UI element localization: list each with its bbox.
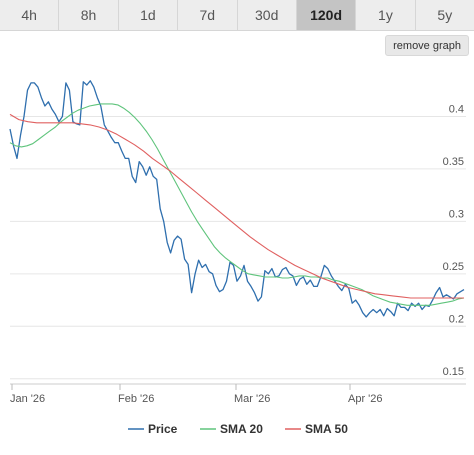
series-line-price — [9, 80, 465, 318]
remove-graph-button[interactable]: remove graph — [385, 35, 469, 56]
y-tick-label: 0.3 — [449, 208, 464, 220]
x-tick-label: Mar '26 — [234, 393, 270, 405]
y-tick-label: 0.4 — [449, 103, 464, 115]
tab-5y[interactable]: 5y — [437, 7, 453, 23]
x-tick-label: Apr '26 — [348, 393, 383, 405]
y-tick-label: 0.2 — [449, 313, 464, 325]
tab-120d[interactable]: 120d — [296, 0, 357, 30]
legend-label[interactable]: Price — [148, 422, 178, 436]
legend-label[interactable]: SMA 20 — [220, 422, 263, 436]
x-tick-label: Jan '26 — [10, 393, 45, 405]
tab-8h[interactable]: 8h — [59, 0, 119, 30]
y-tick-label: 0.25 — [443, 261, 464, 273]
tab-4h[interactable]: 4h — [0, 0, 60, 30]
series-line-sma-50 — [9, 113, 464, 299]
legend-label[interactable]: SMA 50 — [305, 422, 348, 436]
timeframe-tabs: 4h 8h 1d 7d 30d 120d 1y 5y — [0, 0, 474, 31]
tab-1y[interactable]: 1y — [356, 0, 416, 30]
tab-7d[interactable]: 7d — [178, 0, 238, 30]
tab-30d[interactable]: 30d — [238, 0, 297, 30]
y-tick-label: 0.35 — [443, 156, 464, 168]
x-tick-label: Feb '26 — [118, 393, 154, 405]
tab-1d[interactable]: 1d — [119, 0, 179, 30]
y-tick-label: 0.15 — [443, 366, 464, 378]
series-line-sma-20 — [9, 103, 465, 306]
